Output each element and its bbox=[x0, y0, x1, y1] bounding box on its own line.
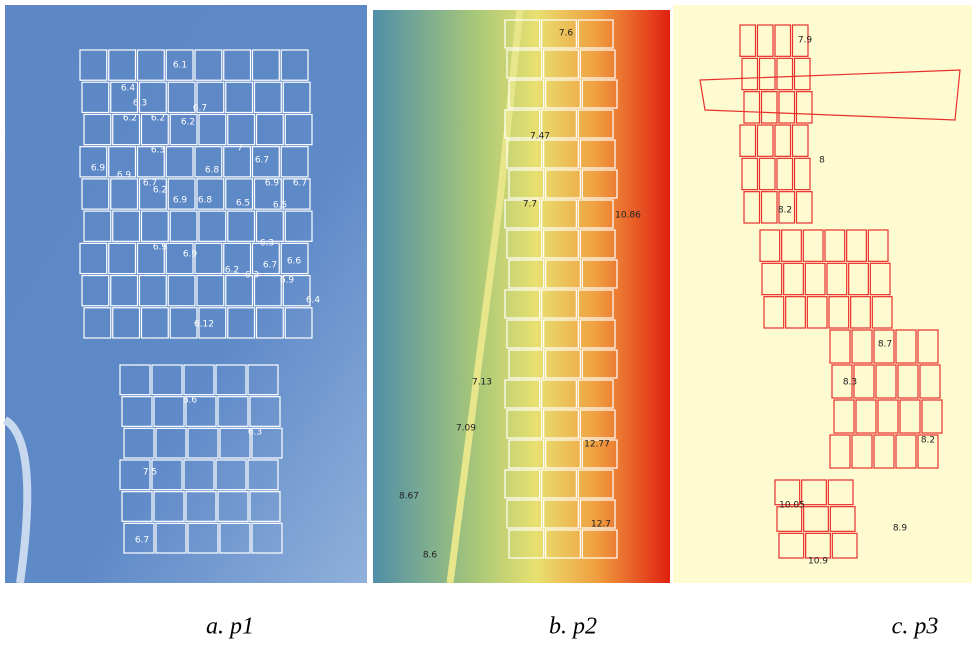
plot-label: 10.9 bbox=[808, 557, 828, 567]
plot-label: 6.8 bbox=[198, 196, 213, 206]
plot-label: 8.9 bbox=[893, 524, 908, 534]
plot-label: 7.47 bbox=[530, 132, 550, 142]
plot-label: 6.9 bbox=[173, 196, 188, 206]
plot-label: 8.2 bbox=[921, 436, 935, 446]
plot-label: 6.12 bbox=[194, 320, 214, 330]
plot-label: 6.2 bbox=[181, 118, 195, 128]
plot-label: 6.9 bbox=[265, 179, 280, 189]
plot-label: 6.8 bbox=[205, 166, 220, 176]
plot-label: 6.4 bbox=[306, 296, 321, 306]
plot-label: 6.6 bbox=[287, 257, 302, 267]
caption: c. p3 bbox=[892, 614, 939, 640]
plot-label: 6.3 bbox=[248, 428, 262, 438]
plot-label: 6.7 bbox=[263, 261, 277, 271]
plot-label: 7.5 bbox=[143, 468, 157, 478]
figure: 6.1 6.4 6.3 6.7 6.2 6.2 6.2 6.3 6.9 6.9 7 6.7 6.8 6.7… bbox=[0, 0, 975, 667]
plot-label: 7.9 bbox=[798, 36, 813, 46]
plot-label: 10.05 bbox=[779, 501, 805, 511]
plot-label: 6.5 bbox=[236, 199, 250, 209]
plot-label: 6.9 bbox=[280, 276, 295, 286]
plot-label: 8.67 bbox=[399, 492, 419, 502]
plot-label: 6.7 bbox=[293, 179, 307, 189]
plot-label: 6.1 bbox=[173, 61, 187, 71]
plot-label: 8.3 bbox=[843, 378, 857, 388]
caption: b. p2 bbox=[549, 614, 597, 640]
plot-label: 6.9 bbox=[91, 164, 106, 174]
plot-label: 7 bbox=[237, 144, 243, 154]
map-panel-c bbox=[673, 5, 972, 583]
plot-label: 6.2 bbox=[153, 186, 167, 196]
plot-label: 7.13 bbox=[472, 378, 492, 388]
plot-label: 8.2 bbox=[778, 206, 792, 216]
plot-label: 6.7 bbox=[255, 156, 269, 166]
plot-label: 6.6 bbox=[183, 396, 198, 406]
plot-label: 7.09 bbox=[456, 424, 476, 434]
plot-label: 8.6 bbox=[423, 551, 438, 561]
plot-label: 6.9 bbox=[117, 171, 132, 181]
plot-label: 7.6 bbox=[559, 29, 574, 39]
plot-label: 6.5 bbox=[273, 201, 287, 211]
plot-label: 6.3 bbox=[260, 239, 274, 249]
plot-label: 6.2 bbox=[225, 266, 239, 276]
plot-label: 12.77 bbox=[584, 440, 610, 450]
plot-label: 12.7 bbox=[591, 520, 611, 530]
plot-label: 6.3 bbox=[151, 146, 165, 156]
plot-label: 6.2 bbox=[123, 114, 137, 124]
plot-label: 7.7 bbox=[523, 200, 537, 210]
plot-label: 6.7 bbox=[135, 536, 149, 546]
plot-label: 6.3 bbox=[245, 271, 259, 281]
plot-label: 6.3 bbox=[133, 99, 147, 109]
plot-label: 6.7 bbox=[193, 104, 207, 114]
plot-label: 8 bbox=[819, 156, 825, 166]
plot-label: 6.2 bbox=[151, 114, 165, 124]
plot-label: 6.9 bbox=[183, 250, 198, 260]
plot-label: 8.7 bbox=[878, 340, 892, 350]
plot-label: 10.86 bbox=[615, 211, 641, 221]
plot-label: 6.4 bbox=[121, 84, 136, 94]
caption: a. p1 bbox=[206, 614, 254, 640]
plot-label: 6.9 bbox=[153, 243, 168, 253]
